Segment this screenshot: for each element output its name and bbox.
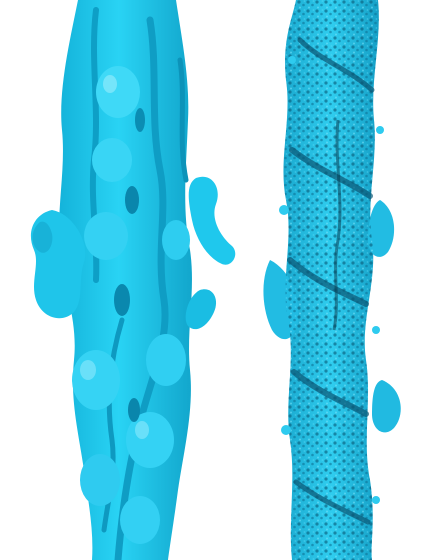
density-branch <box>188 176 236 265</box>
edge-speck <box>372 326 380 334</box>
density-lobe <box>32 221 53 253</box>
edge-speck <box>376 126 384 134</box>
density-blob <box>146 334 186 386</box>
density-blob <box>80 454 120 506</box>
helical-groove <box>289 147 373 199</box>
density-blob <box>162 220 190 260</box>
density-blob <box>120 496 160 544</box>
density-cavity <box>125 186 139 214</box>
density-cavity <box>135 108 145 132</box>
density-highlight <box>103 75 117 93</box>
density-blob <box>84 212 128 260</box>
density-highlight <box>80 360 96 380</box>
low-resolution-map <box>30 0 236 560</box>
helical-bulge <box>372 380 401 433</box>
density-blob <box>96 66 140 118</box>
helical-groove <box>287 257 369 307</box>
edge-speck <box>288 56 296 64</box>
density-branch <box>185 289 217 330</box>
edge-speck <box>281 425 291 435</box>
density-blob <box>72 350 120 410</box>
density-strand <box>114 16 169 560</box>
helical-groove <box>293 479 371 525</box>
core-crevice <box>332 119 342 331</box>
high-resolution-map <box>263 0 401 560</box>
helical-bulge <box>368 200 395 257</box>
edge-speck <box>372 496 380 504</box>
density-cavity <box>128 398 140 422</box>
helical-groove <box>297 37 375 93</box>
density-cavity <box>114 284 130 316</box>
edge-speck <box>279 205 289 215</box>
atomic-texture <box>283 0 379 560</box>
density-highlight <box>135 421 149 439</box>
density-strand <box>177 57 189 183</box>
helical-groove <box>291 369 369 417</box>
density-blob <box>92 138 132 182</box>
